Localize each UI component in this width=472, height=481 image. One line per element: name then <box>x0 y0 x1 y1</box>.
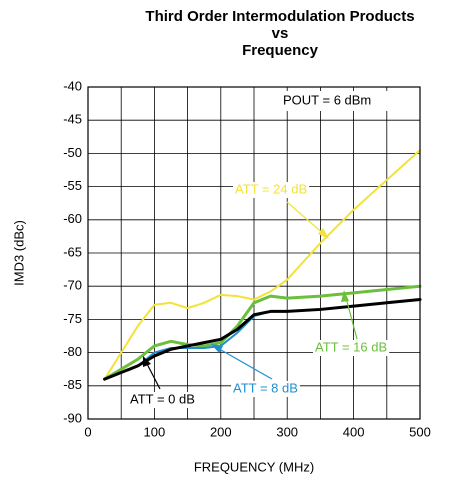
series-labels: ATT = 24 dB ATT = 16 dB ATT = 8 dB ATT = 0 … <box>128 181 390 408</box>
y-tick-label: -70 <box>63 278 82 293</box>
y-tick-label: -45 <box>63 112 82 127</box>
series-label: ATT = 24 dB <box>235 181 307 196</box>
arrow <box>286 201 327 237</box>
label-bg <box>313 340 390 356</box>
series-label: ATT = 8 dB <box>233 380 298 395</box>
chart-title: Frequency <box>242 42 319 59</box>
x-tick-label: 300 <box>276 424 298 439</box>
x-tick-label: 500 <box>409 424 431 439</box>
arrow-head <box>318 228 329 239</box>
plot-frame <box>87 86 421 420</box>
label-bg <box>231 381 300 397</box>
y-tick-label: -55 <box>63 178 82 193</box>
x-tick-label: 0 <box>84 424 91 439</box>
arrow <box>213 345 273 380</box>
y-tick-label: -50 <box>63 145 82 160</box>
label-bg <box>233 182 310 198</box>
annotation: POUT = 6 dBm <box>283 92 371 107</box>
x-tick-label: 200 <box>210 424 232 439</box>
series-line <box>103 284 422 381</box>
arrow-head <box>341 290 349 302</box>
arrows <box>143 201 358 390</box>
y-axis-label: IMD3 (dBc) <box>11 220 26 286</box>
y-tick-label: -40 <box>63 78 82 93</box>
arrow-head <box>143 356 151 367</box>
y-tick-label: -90 <box>63 410 82 425</box>
arrow-head <box>211 344 223 353</box>
x-axis-label: FREQUENCY (MHz) <box>194 459 314 474</box>
label-bg <box>128 392 197 408</box>
y-tick-label: -85 <box>63 377 82 392</box>
chart-title: Third Order Intermodulation Products <box>145 8 414 25</box>
annotation-bg <box>276 91 416 111</box>
y-tick-label: -75 <box>63 311 82 326</box>
x-tick-label: 100 <box>144 424 166 439</box>
y-tick-label: -60 <box>63 211 82 226</box>
series-label: ATT = 16 dB <box>315 339 387 354</box>
x-tick-label: 400 <box>343 424 365 439</box>
y-tick-label: -65 <box>63 244 82 259</box>
series-label: ATT = 0 dB <box>130 391 195 406</box>
chart-title: vs <box>272 25 289 42</box>
y-tick-label: -80 <box>63 344 82 359</box>
series-line <box>103 149 421 381</box>
arrow <box>344 293 358 340</box>
